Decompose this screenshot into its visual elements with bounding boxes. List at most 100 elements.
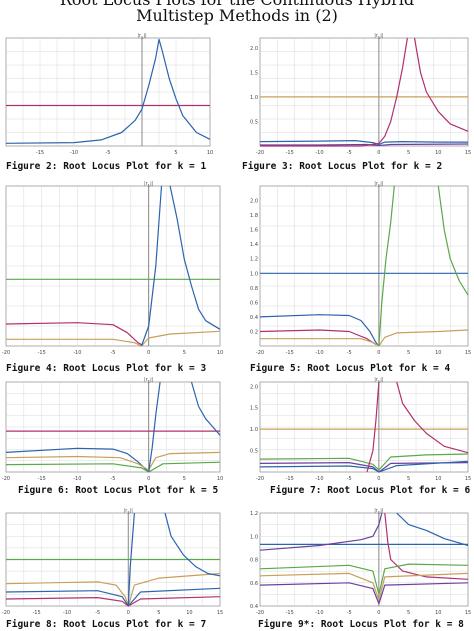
- x-tick-label: -20: [2, 350, 10, 356]
- series-line-magenta: [384, 512, 469, 580]
- series-line-magenta: [5, 596, 221, 607]
- x-tick-label: 5: [407, 350, 410, 356]
- x-tick-label: -5: [347, 150, 352, 156]
- series-line-magenta: [259, 329, 377, 346]
- y-tick-label: 1.0: [250, 271, 258, 277]
- series-line-magenta: [5, 322, 142, 346]
- x-tick-label: 0: [147, 476, 150, 482]
- series-line-purple: [259, 462, 469, 473]
- series-line-purple: [260, 143, 469, 147]
- y-axis-label: |r_j|: [374, 33, 384, 39]
- y-tick-label: 1.0: [250, 534, 258, 540]
- series-line-purple: [259, 512, 383, 551]
- page-title-line-1: Root Locus Plots for the Continuous Hybr…: [0, 0, 474, 9]
- x-tick-label: -10: [315, 476, 323, 482]
- x-tick-label: 15: [465, 350, 471, 356]
- series-line-purple: [259, 582, 469, 605]
- x-tick-label: 10: [207, 150, 213, 156]
- series-line-blue: [169, 185, 221, 330]
- figure-3-caption: Figure 3: Root Locus Plot for k = 2: [242, 161, 443, 172]
- y-tick-label: 0.6: [250, 581, 258, 587]
- figure-6-panel: |r_j| -20 -15 -10 -5 0 5 10: [2, 374, 224, 484]
- x-tick-label: 15: [465, 476, 471, 482]
- figure-8-chart: |r_j| -20 -15 -10 -5 0 5 10 15: [2, 508, 223, 616]
- y-tick-label: 1.2: [250, 511, 258, 517]
- y-tick-label: 0.4: [250, 604, 258, 610]
- x-tick-label: -15: [38, 476, 46, 482]
- series-line-magenta: [396, 381, 469, 454]
- y-tick-label: 0.5: [250, 119, 258, 125]
- y-tick-label: 0.4: [250, 315, 258, 321]
- x-tick-label: -5: [347, 476, 352, 482]
- x-tick-label: -15: [32, 610, 40, 616]
- x-tick-label: -5: [111, 476, 116, 482]
- y-axis-label: |r_j|: [374, 181, 384, 187]
- series-line-olive: [5, 572, 221, 607]
- x-tick-label: -10: [315, 610, 323, 616]
- x-tick-label: -5: [347, 350, 352, 356]
- x-tick-label: -10: [70, 150, 78, 156]
- y-tick-label: 0.6: [250, 300, 258, 306]
- series-line-blue: [5, 447, 150, 473]
- figure-8-panel: |r_j| -20 -15 -10 -5 0 5 10 15: [2, 505, 224, 618]
- figure-5-chart: |r_j| -20 -15 -10 -5 0 5 10 15 0.2 0.4 0.6 0.8 1.0 1.2…: [250, 181, 471, 356]
- x-tick-label: 15: [217, 610, 223, 616]
- y-tick-label: 1.8: [250, 213, 258, 219]
- y-tick-label: 0.8: [250, 286, 258, 292]
- y-axis-label: |r_j|: [124, 508, 134, 514]
- x-tick-label: 10: [435, 476, 441, 482]
- y-tick-label: 0.2: [250, 329, 258, 335]
- x-tick-label: -20: [2, 476, 10, 482]
- y-axis-label: |r_j|: [374, 508, 384, 514]
- x-tick-label: 0: [377, 476, 380, 482]
- figure-2-chart: |r_j| -15 -10 -5 5 10: [5, 33, 213, 156]
- x-tick-label: -15: [36, 150, 44, 156]
- series-line-blue: [5, 38, 211, 144]
- x-tick-label: -5: [106, 150, 111, 156]
- x-tick-label: 10: [217, 350, 223, 356]
- series-line-blue: [5, 587, 221, 607]
- y-axis-label: |r_j|: [374, 377, 384, 383]
- x-tick-label: 5: [183, 476, 186, 482]
- figure-3-panel: |r_j| -20 -15 -10 -5 0 5 10 15 0.5 1.0 1.5 2.0: [240, 30, 472, 158]
- x-tick-label: -10: [63, 610, 71, 616]
- x-tick-label: 15: [465, 610, 471, 616]
- x-tick-label: 10: [217, 476, 223, 482]
- series-line-blue: [259, 314, 380, 347]
- x-tick-label: -5: [111, 350, 116, 356]
- figure-9-caption: Figure 9*: Root Locus Plot for k = 8: [258, 619, 464, 630]
- series-line-blue: [259, 460, 469, 473]
- series-line-blue: [148, 381, 161, 473]
- x-tick-label: 10: [435, 350, 441, 356]
- x-tick-label: 5: [407, 610, 410, 616]
- figure-5-caption: Figure 5: Root Locus Plot for k = 4: [250, 363, 451, 374]
- series-line-blue: [164, 512, 221, 577]
- x-tick-label: -10: [315, 350, 323, 356]
- x-tick-label: -5: [347, 610, 352, 616]
- series-line-blue: [259, 140, 468, 146]
- figure-4-caption: Figure 4: Root Locus Plot for k = 3: [6, 363, 207, 374]
- y-axis-label: |r_j|: [144, 377, 154, 383]
- figure-7-panel: |r_j| -20 -15 -10 -5 0 5 10 15 0.5 1.0 1.5 2.0: [240, 374, 472, 484]
- x-tick-label: 0: [377, 150, 380, 156]
- x-tick-label: -15: [286, 350, 294, 356]
- series-line-blue: [190, 381, 221, 436]
- figure-4-panel: |r_j| -20 -15 -10 -5 0 5 10: [2, 178, 224, 358]
- figure-6-caption: Figure 6: Root Locus Plot for k = 5: [18, 485, 219, 496]
- y-tick-label: 1.6: [250, 228, 258, 234]
- x-tick-label: 10: [435, 610, 441, 616]
- series-line-blue: [396, 512, 469, 547]
- y-tick-label: 1.2: [250, 257, 258, 263]
- series-line-green: [5, 461, 221, 473]
- figure-4-chart: |r_j| -20 -15 -10 -5 0 5 10: [2, 181, 223, 356]
- series-line-olive: [5, 451, 221, 471]
- y-tick-label: 2.0: [250, 199, 258, 205]
- figure-2-caption: Figure 2: Root Locus Plot for k = 1: [6, 161, 207, 172]
- x-tick-label: -20: [2, 610, 10, 616]
- y-tick-label: 0.5: [250, 449, 258, 455]
- x-tick-label: 15: [465, 150, 471, 156]
- figure-2-panel: |r_j| -15 -10 -5 5 10: [2, 30, 214, 158]
- figure-6-chart: |r_j| -20 -15 -10 -5 0 5 10: [2, 377, 223, 482]
- x-tick-label: -20: [256, 610, 264, 616]
- page-title-line-2: Multistep Methods in (2): [136, 6, 338, 25]
